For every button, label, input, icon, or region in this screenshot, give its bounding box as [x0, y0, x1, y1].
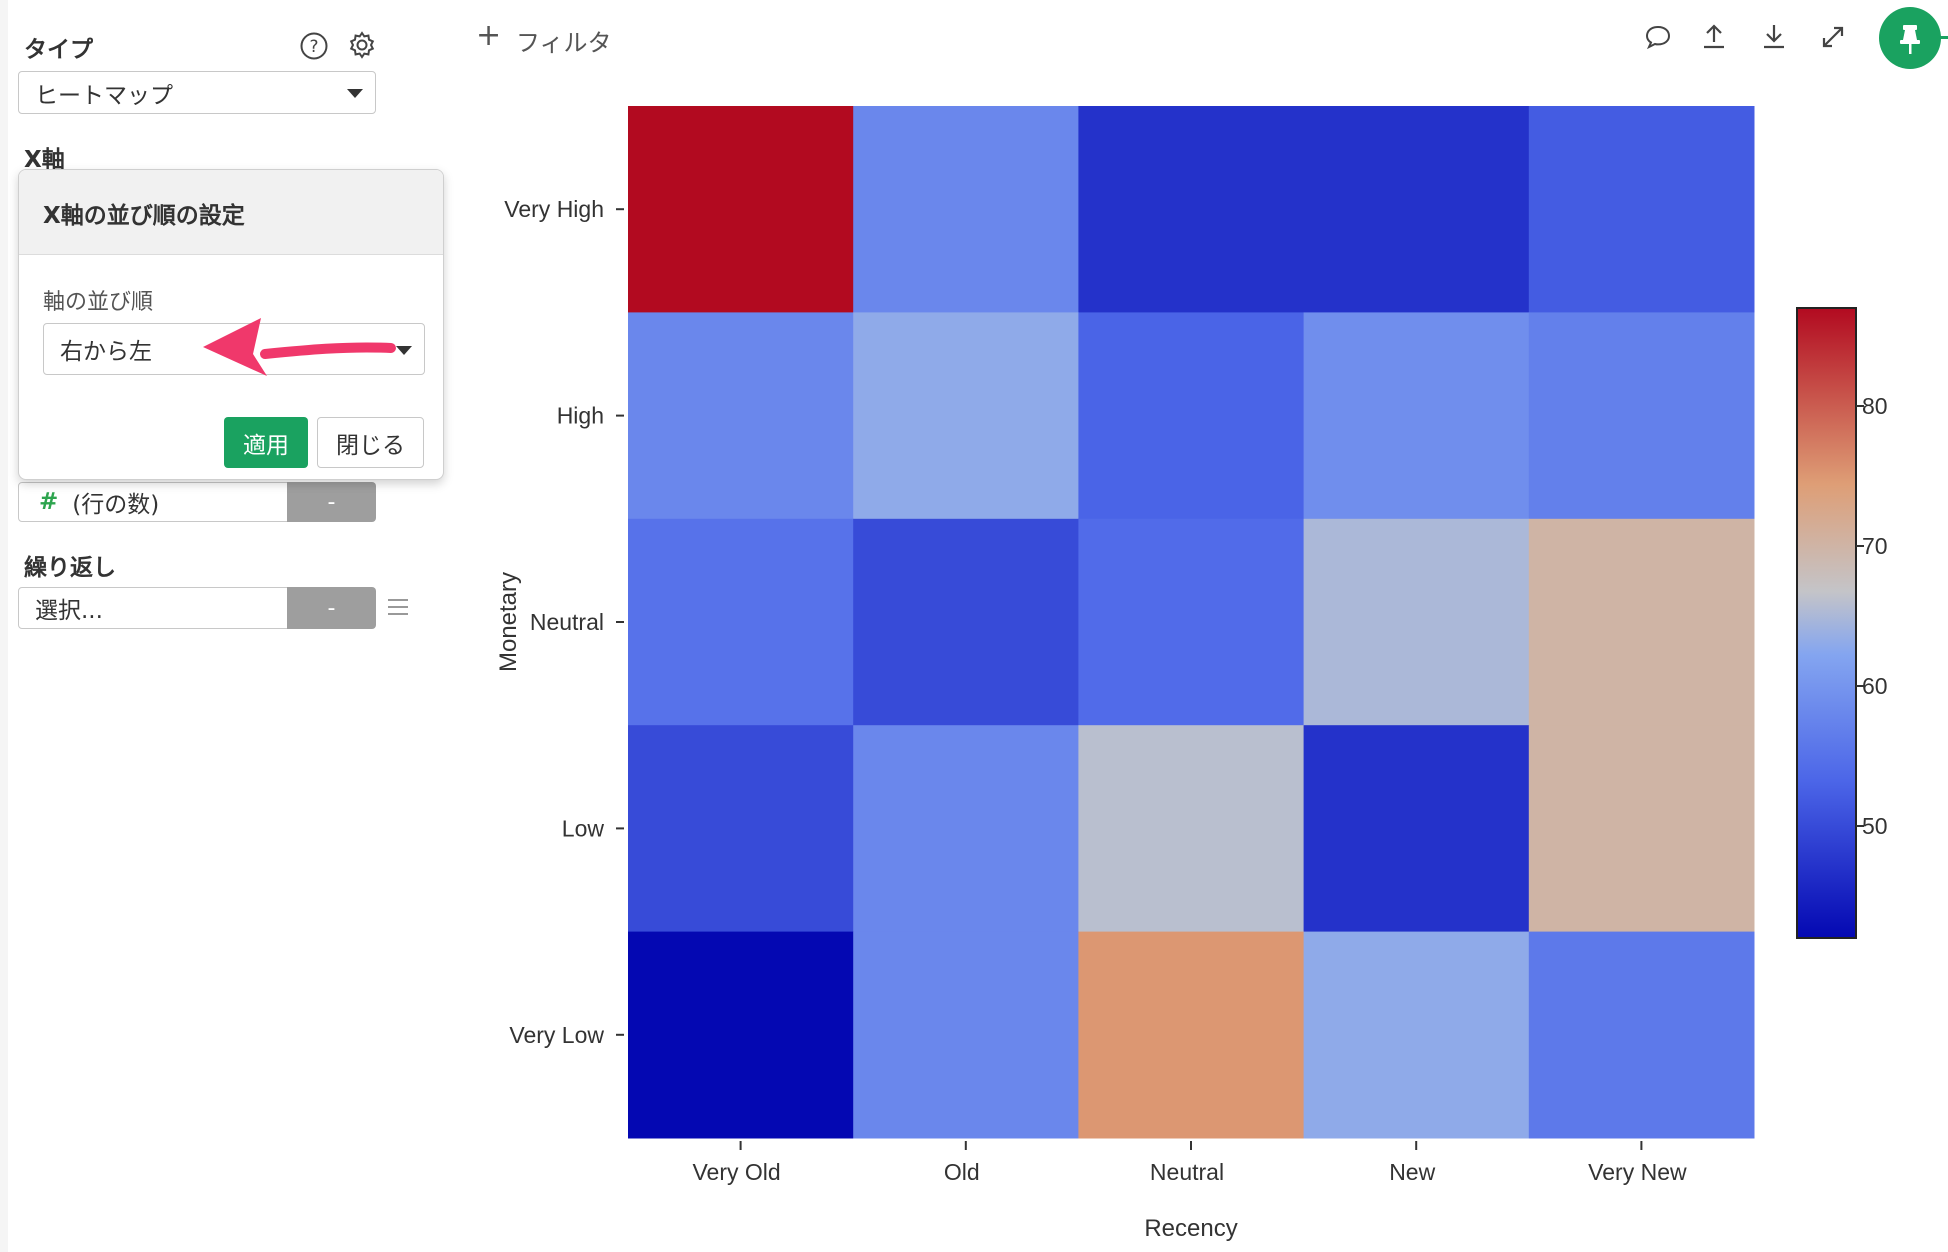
order-label: 軸の並び順	[43, 290, 154, 315]
heatmap-cell	[1078, 312, 1305, 520]
x-tick-label: Neutral	[1150, 1159, 1224, 1185]
colorbar-tick-label: 80	[1862, 393, 1888, 419]
x-axis-label: X軸	[24, 147, 65, 173]
heatmap-cell	[1528, 518, 1755, 726]
y-tick-label: Neutral	[530, 609, 604, 635]
y-tick-label: Very Low	[509, 1022, 604, 1048]
chart-type-select[interactable]: ヒートマップ	[18, 71, 376, 114]
pin-button[interactable]	[1879, 7, 1941, 69]
heatmap-cell	[853, 931, 1079, 1139]
add-filter-icon[interactable]: +	[476, 18, 502, 53]
repeat-placeholder: 選択...	[35, 598, 103, 624]
y-tick-label: Very High	[504, 196, 604, 222]
heatmap-cell	[1303, 518, 1530, 726]
expand-icon[interactable]	[1819, 23, 1847, 51]
y-axis-title: Monetary	[495, 572, 522, 672]
repeat-select[interactable]: 選択...	[18, 587, 288, 629]
y-tick-label: High	[557, 403, 604, 429]
heatmap-cell	[853, 518, 1079, 726]
chevron-down-icon	[396, 346, 412, 355]
colorbar	[1796, 307, 1857, 939]
heatmap-cell	[628, 725, 854, 933]
chevron-down-icon	[347, 89, 363, 98]
value-field-button[interactable]: -	[287, 482, 376, 522]
comment-icon[interactable]	[1644, 24, 1672, 50]
heatmap-cell	[628, 931, 854, 1139]
annotation-arrow	[203, 318, 396, 376]
chart-type-value: ヒートマップ	[35, 82, 173, 109]
colorbar-tick-label: 50	[1862, 813, 1888, 839]
x-tick-label: New	[1389, 1159, 1435, 1185]
heatmap-cell	[1078, 106, 1305, 313]
heatmap-cell	[1528, 725, 1755, 933]
colorbar-tick-label: 70	[1862, 533, 1888, 559]
pin-connector	[1938, 36, 1948, 39]
repeat-button[interactable]: -	[287, 587, 376, 629]
value-field-select[interactable]: # (行の数)	[18, 482, 288, 522]
heatmap-cell	[628, 312, 854, 520]
gear-icon[interactable]	[347, 30, 377, 60]
axis-order-popover: X軸の並び順の設定 軸の並び順 右から左 適用 閉じる	[18, 169, 444, 480]
heatmap-cell	[1303, 931, 1530, 1139]
download-icon[interactable]	[1760, 22, 1788, 50]
value-field-label: (行の数)	[72, 492, 160, 518]
hash-icon: #	[39, 489, 59, 515]
help-icon[interactable]: ?	[299, 31, 329, 61]
apply-button[interactable]: 適用	[224, 417, 308, 468]
heatmap-cell	[1078, 518, 1305, 726]
heatmap-cell	[1303, 725, 1530, 933]
svg-text:?: ?	[309, 37, 318, 57]
order-value: 右から左	[60, 339, 152, 365]
x-axis-title: Recency	[1144, 1215, 1237, 1242]
upload-icon[interactable]	[1700, 22, 1728, 50]
heatmap-cell	[1303, 106, 1530, 313]
x-tick-label: Very New	[1588, 1159, 1687, 1185]
y-tick-label: Low	[562, 815, 605, 841]
heatmap-cell	[1528, 931, 1755, 1139]
colorbar-tick-label: 60	[1862, 673, 1888, 699]
heatmap-cell	[1078, 931, 1305, 1139]
x-tick-label: Very Old	[692, 1159, 780, 1185]
type-label: タイプ	[24, 37, 93, 63]
x-tick-label: Old	[944, 1159, 980, 1185]
heatmap-cell	[853, 106, 1079, 313]
heatmap-cell	[1078, 725, 1305, 933]
close-button[interactable]: 閉じる	[317, 417, 424, 468]
heatmap-cell	[628, 106, 854, 313]
popover-title: X軸の並び順の設定	[43, 203, 245, 229]
left-edge	[0, 0, 8, 1252]
heatmap-cell	[853, 312, 1079, 520]
heatmap-cell	[853, 725, 1079, 933]
heatmap-cell	[1528, 106, 1755, 313]
filter-button[interactable]: フィルタ	[516, 29, 612, 57]
heatmap-cell	[1528, 312, 1755, 520]
heatmap-cell	[628, 518, 854, 726]
repeat-label: 繰り返し	[24, 555, 116, 581]
popover-header: X軸の並び順の設定	[19, 170, 443, 255]
pin-icon	[1900, 25, 1920, 54]
heatmap-cell	[1303, 312, 1530, 520]
list-icon[interactable]	[386, 596, 410, 618]
